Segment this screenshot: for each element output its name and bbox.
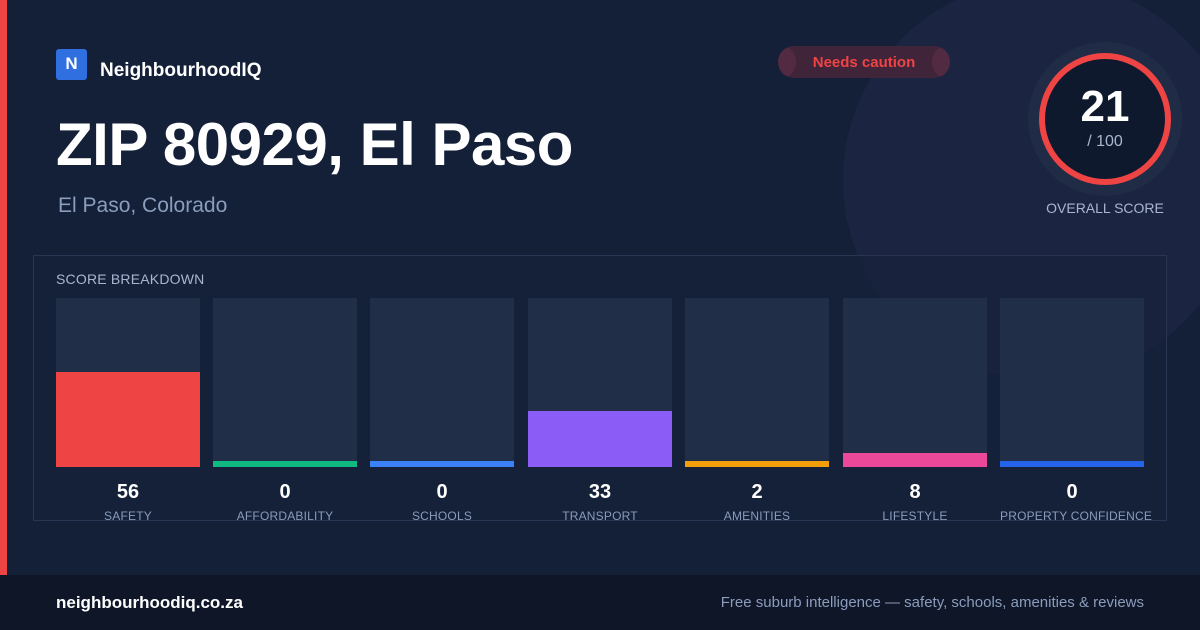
bar-label: LIFESTYLE [882,509,948,523]
page-title: ZIP 80929, El Paso [56,111,573,178]
gauge-ring [1039,53,1171,185]
badge-cap-right [932,46,950,78]
bar-label: PROPERTY CONFIDENCE [1000,509,1153,523]
bar-track [56,298,200,467]
brand-logo-icon: N [56,48,87,80]
bar-label: TRANSPORT [562,509,638,523]
bar-label: AFFORDABILITY [236,509,334,523]
bar-label: AMENITIES [723,509,791,523]
bar-label: SAFETY [104,509,152,523]
bar-fill [528,411,672,467]
bar-value: 8 [909,481,921,503]
score-bar-schools: 0 SCHOOLS [370,298,514,523]
score-bar-lifestyle: 8 LIFESTYLE [843,298,987,523]
bar-value: 0 [1066,481,1078,503]
score-bar-property-confidence: 0 PROPERTY CONFIDENCE [1000,298,1153,523]
footer-url-link[interactable]: neighbourhoodiq.co.za [56,593,243,612]
overall-score-denominator: / 100 [1087,133,1123,150]
bar-track [528,298,672,467]
score-bar-affordability: 0 AFFORDABILITY [213,298,357,523]
footer: neighbourhoodiq.co.za Free suburb intell… [0,575,1200,630]
bar-value: 56 [116,481,140,503]
bar-track [685,298,829,467]
bar-track [213,298,357,467]
score-bar-transport: 33 TRANSPORT [528,298,672,523]
bar-fill [843,453,987,467]
gauge-inner-disc [1042,56,1168,182]
bar-fill [56,372,200,467]
footer-tagline: Free suburb intelligence — safety, schoo… [720,594,1144,611]
bar-fill [1000,461,1144,467]
bar-fill [685,461,829,467]
bar-track [1000,298,1144,467]
bar-fill [370,461,514,467]
status-badge-label: Needs caution [812,53,916,71]
overall-score-gauge [1028,42,1182,196]
bar-track [370,298,514,467]
accent-stripe [0,0,7,575]
brand-name: NeighbourhoodIQ [100,60,262,81]
badge-cap-left [778,46,796,78]
bar-track [843,298,987,467]
bar-value: 33 [588,481,612,503]
status-badge: Needs caution [778,46,950,78]
overall-score-caption: OVERALL SCORE [1046,200,1164,216]
brand[interactable]: N NeighbourhoodIQ [56,46,261,82]
bar-label: SCHOOLS [411,509,473,523]
bar-fill [213,461,357,467]
score-bar-safety: 56 SAFETY [56,298,200,523]
score-breakdown-title: SCORE BREAKDOWN [56,271,205,287]
overall-score-value: 21 [1080,82,1130,131]
bar-value: 2 [751,481,763,503]
page-subtitle: El Paso, Colorado [58,194,228,217]
bar-value: 0 [279,481,291,503]
score-bar-amenities: 2 AMENITIES [685,298,829,523]
bar-value: 0 [436,481,448,503]
